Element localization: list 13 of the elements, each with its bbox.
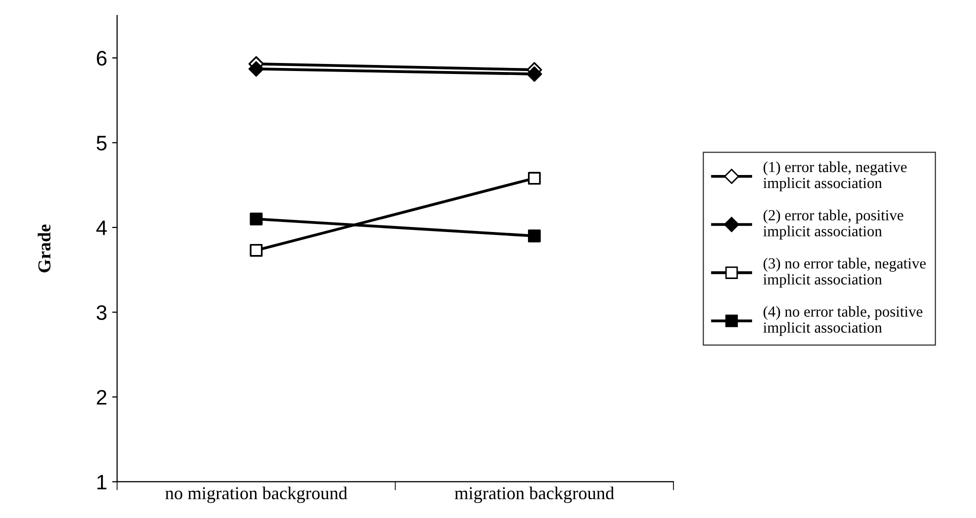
y-tick-label: 6 <box>96 50 106 66</box>
y-tick-label: 1 <box>97 474 106 490</box>
y-tick-label: 5 <box>96 136 107 150</box>
y-tick-label: 3 <box>96 305 106 320</box>
y-tick-label: 4 <box>96 220 107 235</box>
y-axis-title: Grade <box>38 224 50 272</box>
legend-label: (1) error table, negative implicit association <box>763 161 907 192</box>
legend-label: (4) no error table, positive implicit association <box>763 306 922 336</box>
x-tick-label: migration background <box>454 486 614 504</box>
legend-label: (3) no error table, negative implicit association <box>763 258 926 288</box>
y-tick-label: 2 <box>96 390 106 405</box>
legend-label: (2) error table, positive implicit association <box>763 210 904 240</box>
x-tick-label: no migration background <box>165 486 348 504</box>
